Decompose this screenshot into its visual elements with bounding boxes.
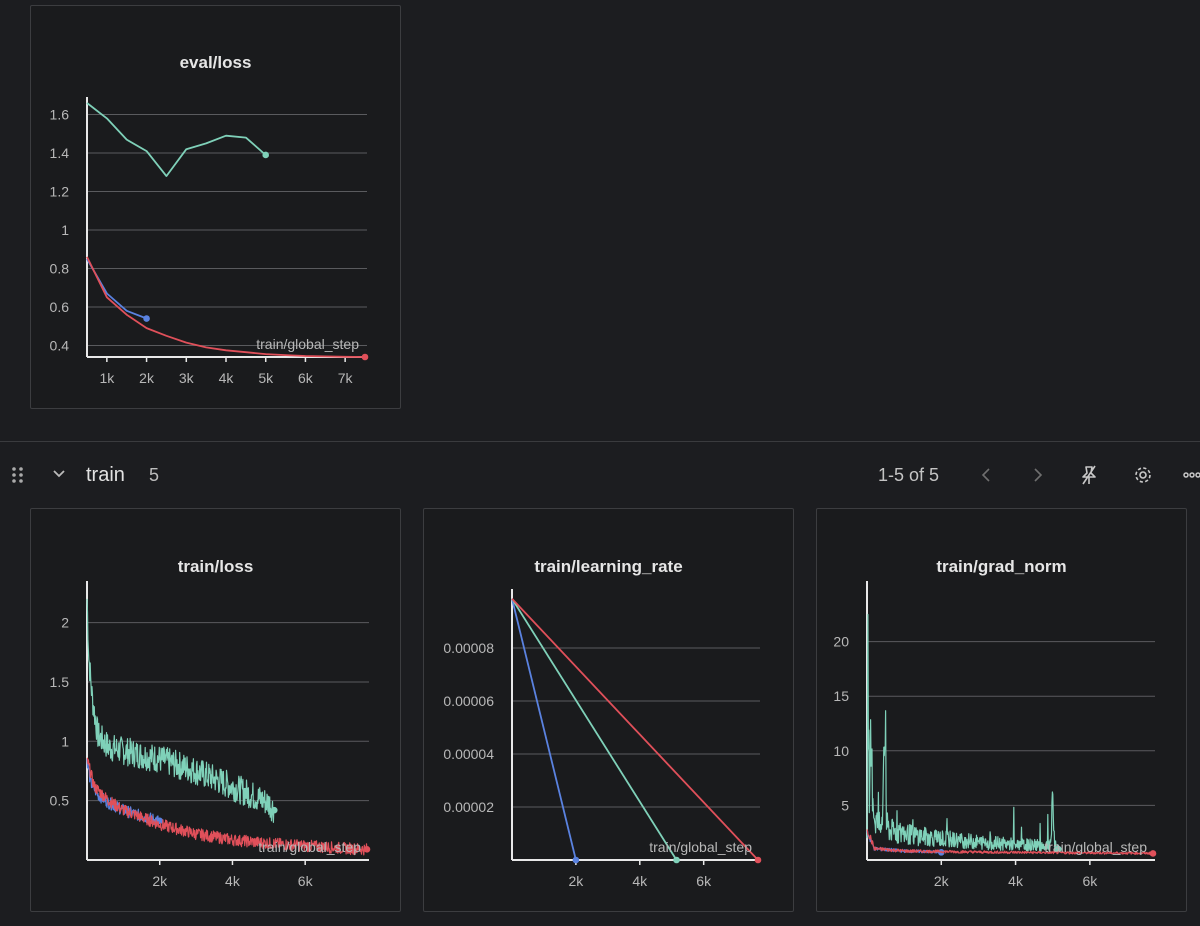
- x-tick-label: 6k: [696, 873, 712, 889]
- chevron-down-icon[interactable]: [50, 452, 68, 498]
- chart-panel-learning-rate[interactable]: train/learning_rate 0.00002 0.00004 0.0000…: [423, 508, 794, 912]
- y-tick-label: 1.5: [50, 674, 70, 690]
- y-tick-label: 15: [833, 688, 849, 704]
- chevron-right-icon[interactable]: [1030, 452, 1046, 498]
- x-tick-label: 4k: [632, 873, 648, 889]
- x-tick-label: 6k: [298, 873, 314, 889]
- pin-icon[interactable]: [1078, 452, 1100, 498]
- series-line: [511, 598, 759, 861]
- x-axis-label: train/global_step: [256, 336, 359, 352]
- section-count: 5: [149, 465, 160, 485]
- y-tick-label: 5: [841, 797, 849, 813]
- y-tick-label: 20: [833, 634, 849, 650]
- series-endpoint: [673, 856, 680, 864]
- chart-grad-norm: 5 10 15 20 2k 4k 6k train/global_step: [833, 581, 1157, 889]
- chart-title: eval/loss: [179, 53, 252, 72]
- y-tick-label: 0.6: [50, 299, 70, 315]
- chart-train-loss: 0.5 1 1.5 2 2k 4k 6k train/global_step: [50, 581, 371, 889]
- chart-title: train/learning_rate: [534, 557, 683, 576]
- series-endpoint: [572, 856, 580, 864]
- series-endpoint: [270, 806, 278, 814]
- chart-panel-eval-loss[interactable]: eval/loss 0.4 0.6 0.8 1 1.2 1.4 1.6 1k 2k 3k 4k 5k 6…: [30, 5, 401, 409]
- series-line: [511, 598, 577, 861]
- x-tick-label: 2k: [139, 370, 155, 386]
- series-line: [86, 256, 366, 358]
- section-title[interactable]: train: [86, 464, 125, 486]
- drag-handle-icon[interactable]: [10, 452, 26, 498]
- x-tick-label: 3k: [179, 370, 195, 386]
- chart-eval-loss: 0.4 0.6 0.8 1 1.2 1.4 1.6 1k 2k 3k 4k 5k 6k 7k train/g…: [50, 97, 369, 386]
- series-endpoint: [361, 353, 369, 361]
- y-tick-label: 0.00006: [443, 693, 494, 709]
- x-tick-label: 6k: [1082, 873, 1098, 889]
- y-tick-label: 2: [61, 615, 69, 631]
- y-tick-label: 0.8: [50, 260, 70, 276]
- x-tick-label: 2k: [568, 873, 584, 889]
- series-endpoint: [363, 846, 371, 853]
- series-line: [86, 757, 368, 856]
- series-line: [86, 598, 275, 823]
- pagination-label: 1-5 of 5: [878, 465, 940, 485]
- x-axis-label: train/global_step: [649, 839, 752, 855]
- series-endpoint: [262, 151, 270, 159]
- x-tick-label: 7k: [338, 370, 354, 386]
- y-tick-label: 0.00002: [443, 799, 494, 815]
- x-tick-label: 6k: [298, 370, 314, 386]
- x-tick-label: 2k: [152, 873, 168, 889]
- x-axis-label: train/global_step: [1044, 839, 1147, 855]
- series-endpoint: [1054, 845, 1062, 853]
- section-divider: [0, 441, 1200, 442]
- chart-learning-rate: 0.00002 0.00004 0.00006 0.00008 2k 4k 6k train/…: [443, 589, 762, 889]
- chart-title: train/grad_norm: [936, 557, 1067, 576]
- x-tick-label: 4k: [1008, 873, 1024, 889]
- y-tick-label: 1.4: [50, 145, 70, 161]
- y-tick-label: 1.2: [50, 184, 70, 200]
- chart-title: train/loss: [177, 557, 254, 576]
- chart-panel-grad-norm[interactable]: train/grad_norm 5 10 15 20 2k 4k 6k train/globa…: [816, 508, 1187, 912]
- y-tick-label: 0.00004: [443, 746, 494, 762]
- y-tick-label: 1.6: [50, 107, 70, 123]
- series-line: [866, 613, 1059, 853]
- more-icon[interactable]: [1183, 452, 1200, 498]
- x-tick-label: 5k: [258, 370, 274, 386]
- chevron-left-icon[interactable]: [978, 452, 994, 498]
- y-tick-label: 0.4: [50, 337, 70, 353]
- series-endpoint: [143, 315, 150, 322]
- series-line: [86, 102, 267, 178]
- chart-panel-train-loss[interactable]: train/loss 0.5 1 1.5 2 2k 4k 6k train/global_st…: [30, 508, 401, 912]
- y-tick-label: 1: [61, 733, 69, 749]
- x-axis-label: train/global_step: [258, 839, 361, 855]
- x-tick-label: 4k: [219, 370, 235, 386]
- section-header: train 5 1-5 of 5: [0, 452, 1200, 498]
- series-line: [86, 258, 147, 320]
- y-tick-label: 0.00008: [443, 640, 494, 656]
- x-tick-label: 2k: [934, 873, 950, 889]
- series-endpoint: [754, 856, 762, 864]
- y-tick-label: 10: [833, 743, 849, 759]
- series-endpoint: [1149, 850, 1157, 857]
- y-tick-label: 0.5: [50, 793, 70, 809]
- series-line: [511, 598, 678, 861]
- gear-icon[interactable]: [1132, 452, 1154, 498]
- x-tick-label: 1k: [99, 370, 115, 386]
- y-tick-label: 1: [61, 222, 69, 238]
- series-line: [866, 829, 1154, 855]
- x-tick-label: 4k: [225, 873, 241, 889]
